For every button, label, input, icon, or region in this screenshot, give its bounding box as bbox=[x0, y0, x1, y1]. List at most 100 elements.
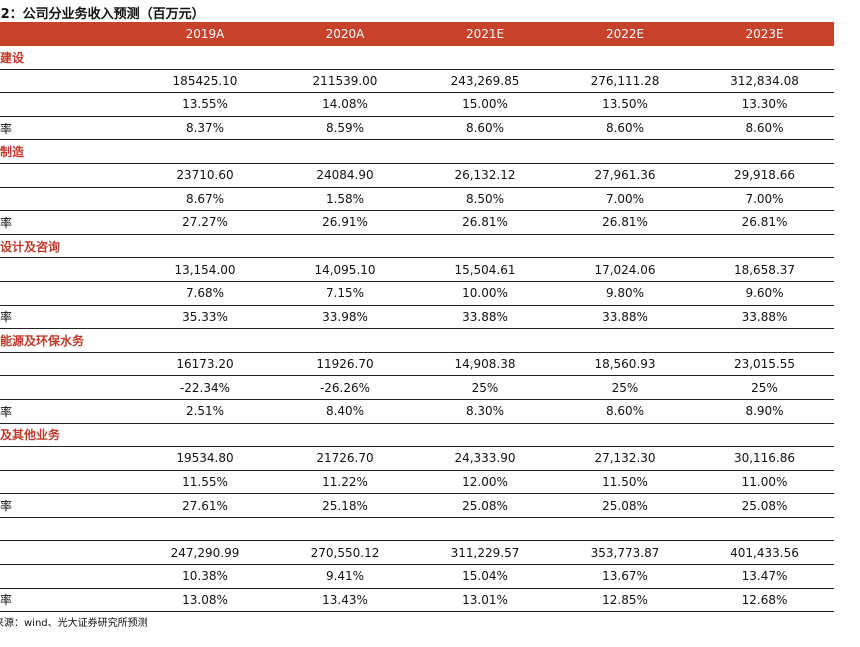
row-label: yoy bbox=[0, 281, 135, 306]
row-label: yoy bbox=[0, 92, 135, 117]
cell: 33.98% bbox=[275, 305, 415, 330]
cell: 15.04% bbox=[415, 564, 555, 589]
cell: 14,908.38 bbox=[415, 352, 555, 377]
cell: 8.40% bbox=[275, 399, 415, 424]
cell: 353,773.87 bbox=[555, 540, 695, 566]
cell: 24084.90 bbox=[275, 163, 415, 188]
section-row: 清洁能源及环保水务 bbox=[0, 328, 834, 353]
cell: 15,504.61 bbox=[415, 257, 555, 282]
cell: 270,550.12 bbox=[275, 540, 415, 566]
row-label: yoy bbox=[0, 564, 135, 589]
row-label: 收入 bbox=[0, 69, 135, 94]
cell: 10.00% bbox=[415, 281, 555, 306]
cell: 9.41% bbox=[275, 564, 415, 589]
column-header: 2020A bbox=[275, 22, 415, 46]
data-row: yoy10.38%9.41%15.04%13.67%13.47% bbox=[0, 564, 834, 589]
cell: 21726.70 bbox=[275, 446, 415, 471]
data-row: 收入19534.8021726.7024,333.9027,132.3030,1… bbox=[0, 446, 834, 471]
column-header: 2021E bbox=[415, 22, 555, 46]
row-label: 毛利率 bbox=[0, 305, 135, 330]
cell: 35.33% bbox=[135, 305, 275, 330]
cell: 13.67% bbox=[555, 564, 695, 589]
cell: 13,154.00 bbox=[135, 257, 275, 282]
cell: 8.59% bbox=[275, 116, 415, 141]
cell: -26.26% bbox=[275, 375, 415, 400]
data-row: yoy7.68%7.15%10.00%9.80%9.60% bbox=[0, 281, 834, 306]
column-header: 2019A bbox=[135, 22, 275, 46]
row-label: 收入 bbox=[0, 257, 135, 282]
cell: 25% bbox=[555, 375, 695, 400]
cell: 312,834.08 bbox=[695, 69, 834, 94]
data-row: 毛利率13.08%13.43%13.01%12.85%12.68% bbox=[0, 588, 834, 613]
cell: 26.81% bbox=[695, 210, 834, 235]
data-row: 收入13,154.0014,095.1015,504.6117,024.0618… bbox=[0, 257, 834, 282]
data-row: 收入185425.10211539.00243,269.85276,111.28… bbox=[0, 69, 834, 94]
cell: 29,918.66 bbox=[695, 163, 834, 188]
cell: 8.60% bbox=[555, 399, 695, 424]
data-row: 收入23710.6024084.9026,132.1227,961.3629,9… bbox=[0, 163, 834, 188]
section-name: 投资及其他业务 bbox=[0, 423, 834, 448]
data-row: yoy8.67%1.58%8.50%7.00%7.00% bbox=[0, 187, 834, 212]
cell: 23,015.55 bbox=[695, 352, 834, 377]
data-row: 毛利率35.33%33.98%33.88%33.88%33.88% bbox=[0, 305, 834, 330]
cell: 25.08% bbox=[695, 493, 834, 518]
row-label: 毛利率 bbox=[0, 493, 135, 518]
header-cell bbox=[0, 22, 135, 46]
cell: 11926.70 bbox=[275, 352, 415, 377]
cell: 13.47% bbox=[695, 564, 834, 589]
row-label: 毛利率 bbox=[0, 210, 135, 235]
data-row: yoy-22.34%-26.26%25%25%25% bbox=[0, 375, 834, 400]
cell: 13.08% bbox=[135, 588, 275, 613]
cell: 247,290.99 bbox=[135, 540, 275, 566]
row-label: 收入 bbox=[0, 540, 135, 566]
source-note: 资料来源：wind、光大证券研究所预测 bbox=[0, 618, 148, 629]
row-label: 收入 bbox=[0, 163, 135, 188]
cell: 13.55% bbox=[135, 92, 275, 117]
data-row: 收入16173.2011926.7014,908.3818,560.9323,0… bbox=[0, 352, 834, 377]
cell: 27.61% bbox=[135, 493, 275, 518]
cell: 7.00% bbox=[555, 187, 695, 212]
cell: 8.67% bbox=[135, 187, 275, 212]
section-name: 工业制造 bbox=[0, 139, 834, 164]
cell: 33.88% bbox=[695, 305, 834, 330]
cell: 7.15% bbox=[275, 281, 415, 306]
cell: 11.00% bbox=[695, 470, 834, 495]
cell: 9.60% bbox=[695, 281, 834, 306]
cell: 27,132.30 bbox=[555, 446, 695, 471]
cell: 13.50% bbox=[555, 92, 695, 117]
row-label: 毛利率 bbox=[0, 399, 135, 424]
row-label: 收入 bbox=[0, 446, 135, 471]
cell: 185425.10 bbox=[135, 69, 275, 94]
section-row: 工程建设 bbox=[0, 46, 834, 70]
cell: 25.08% bbox=[555, 493, 695, 518]
cell: 27.27% bbox=[135, 210, 275, 235]
cell: 8.50% bbox=[415, 187, 555, 212]
cell: 26.91% bbox=[275, 210, 415, 235]
cell: 7.00% bbox=[695, 187, 834, 212]
cell: 16173.20 bbox=[135, 352, 275, 377]
cell: 25.08% bbox=[415, 493, 555, 518]
cell: 8.60% bbox=[415, 116, 555, 141]
cell: 33.88% bbox=[555, 305, 695, 330]
cell: 8.60% bbox=[695, 116, 834, 141]
cell: 11.50% bbox=[555, 470, 695, 495]
cell: 1.58% bbox=[275, 187, 415, 212]
row-label: 收入 bbox=[0, 352, 135, 377]
cell: 8.37% bbox=[135, 116, 275, 141]
cell: 14.08% bbox=[275, 92, 415, 117]
header-row: 2019A 2020A 2021E 2022E 2023E bbox=[0, 22, 834, 46]
cell: 13.43% bbox=[275, 588, 415, 613]
row-label: yoy bbox=[0, 187, 135, 212]
cell: 243,269.85 bbox=[415, 69, 555, 94]
row-label: 毛利率 bbox=[0, 116, 135, 141]
section-name: 合计 bbox=[0, 517, 834, 542]
data-row: 毛利率27.61%25.18%25.08%25.08%25.08% bbox=[0, 493, 834, 518]
cell: -22.34% bbox=[135, 375, 275, 400]
cell: 25% bbox=[695, 375, 834, 400]
data-row: 毛利率2.51%8.40%8.30%8.60%8.90% bbox=[0, 399, 834, 424]
cell: 25% bbox=[415, 375, 555, 400]
section-row: 合计 bbox=[0, 517, 834, 542]
cell: 26.81% bbox=[415, 210, 555, 235]
section-row: 勘测设计及咨询 bbox=[0, 234, 834, 259]
